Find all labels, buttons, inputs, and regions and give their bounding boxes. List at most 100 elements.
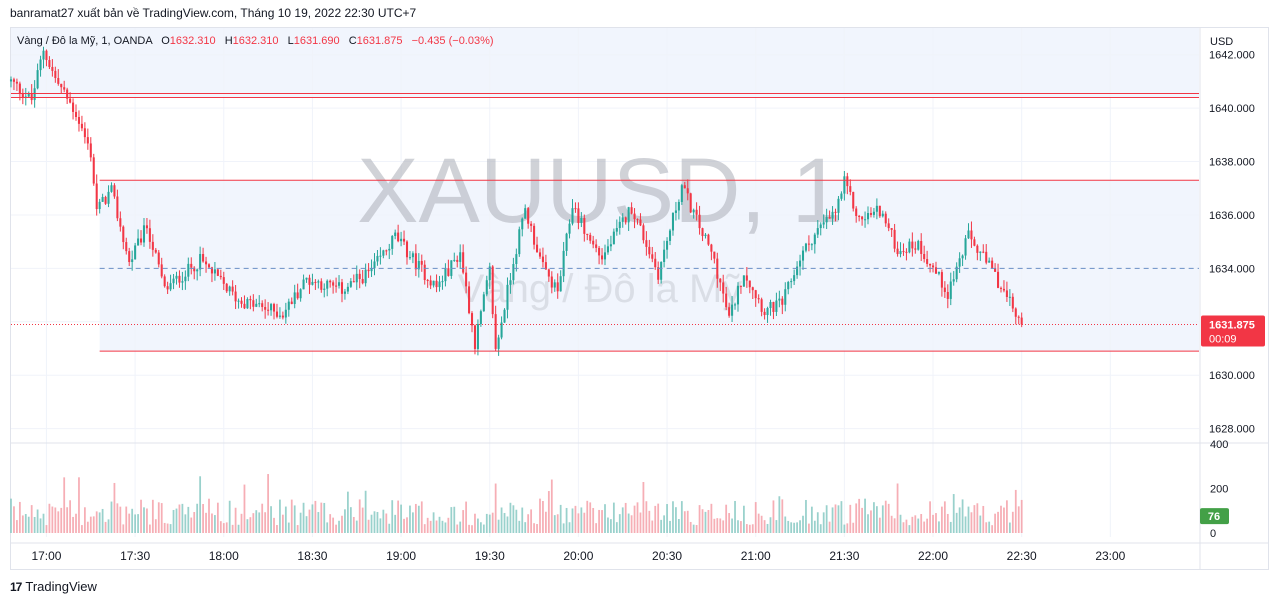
volume-bar [54,507,57,533]
symbol-label[interactable]: Vàng / Đô la Mỹ, 1, OANDA [17,35,153,47]
candle-body [340,282,344,294]
candle-body [630,207,633,214]
volume-bar [716,518,719,533]
volume-bar [10,498,12,533]
volume-bar [172,509,175,533]
volume-bar [648,510,651,533]
candle-body [671,212,675,231]
publish-caption: banramat27 xuất bản về TradingView.com, … [10,6,417,20]
candle-body [775,300,778,312]
volume-bar [527,514,530,533]
candle-body [57,78,60,84]
candle-body [917,241,920,250]
volume-bar [890,515,893,533]
volume-bar [66,507,69,533]
volume-bar [284,506,287,533]
volume-bar [565,507,568,533]
candle-body [326,280,329,289]
candle-body [521,218,524,230]
volume-bar [86,521,89,533]
candle-body [825,217,828,223]
volume-bar [946,513,949,533]
tradingview-logo-icon: 17 [10,579,22,594]
volume-bar [769,517,772,533]
candle-body [757,298,760,300]
volume-bar [692,524,695,533]
candle-body [627,207,630,223]
volume-bar [636,502,639,533]
volume-bar [991,525,994,533]
candle-body [979,251,982,253]
volume-bar [598,509,600,533]
volume-bar [775,520,778,533]
volume-bar [98,512,101,533]
volume-bar [491,512,494,533]
volume-bar [547,491,550,533]
volume-bar [426,517,429,533]
candle-body [411,253,414,258]
candle-body [881,213,884,217]
candle-body [606,246,609,253]
volume-bar [273,517,275,533]
volume-bar [884,500,887,533]
candle-body [624,217,627,223]
volume-bar [276,525,278,533]
volume-bar [370,514,373,533]
volume-bar [385,513,388,533]
candle-body [692,209,695,213]
candle-body [648,246,651,255]
volume-bar [719,518,722,533]
candle-body [766,308,769,316]
candle-body [837,198,840,213]
volume-bar [403,518,405,533]
low-label: L [287,35,294,47]
candle-body [515,254,518,264]
candle-body [134,245,137,260]
volume-bar [787,520,790,533]
candle-body [160,264,163,277]
volume-bar [952,494,955,533]
volume-bar [808,523,810,533]
candle-body [329,280,332,283]
candle-body [175,275,178,279]
volume-bar [624,502,627,533]
volume-bar [778,496,781,533]
candle-body [80,123,83,129]
last-price-badge [1201,315,1265,347]
candle-body [441,281,444,283]
volume-bar [69,500,71,533]
candle-body [163,276,166,287]
candle-body [793,275,796,282]
candle-body [598,247,601,256]
volume-bar [1017,506,1020,533]
last-volume-value: 76 [1208,511,1220,523]
candle-body [701,228,704,237]
candle-body [432,280,435,286]
candle-body [967,230,970,239]
candle-body [258,303,261,305]
price-tick-label: 1642.000 [1209,50,1255,62]
volume-bar [169,524,172,533]
volume-bar [462,510,465,533]
volume-bar [864,498,866,533]
volume-bar [281,514,284,533]
volume-bar [961,499,964,533]
candle-body [92,157,95,184]
candle-body [852,191,855,209]
volume-bar [849,504,852,533]
candle-body [54,70,57,79]
candle-body [926,259,929,264]
tradingview-footer[interactable]: 17 TradingView [10,579,97,594]
volume-bar [326,522,329,533]
volume-bar [645,501,648,533]
volume-bar [181,503,184,533]
time-tick-label: 22:30 [1007,549,1037,563]
volume-bar [258,512,261,533]
candle-body [725,293,728,308]
candle-body [456,259,459,262]
candle-body [813,234,816,245]
volume-bar [255,510,258,533]
candle-body [816,228,819,235]
candle-body [846,176,849,187]
